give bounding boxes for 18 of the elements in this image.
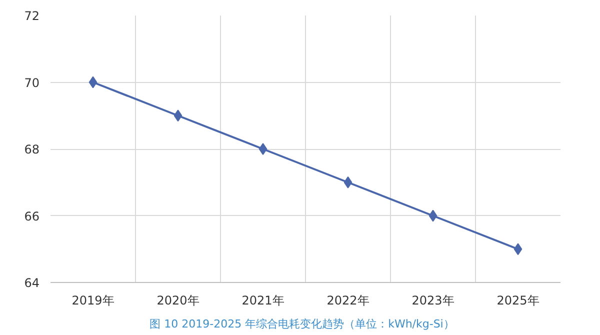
point xyxy=(514,243,522,256)
y-tick-label: 64 xyxy=(24,276,40,290)
x-tick-label: 2019年 xyxy=(72,294,114,308)
x-tick-label: 2022年 xyxy=(326,294,370,308)
point xyxy=(88,76,98,88)
x-tick-label: 2020年 xyxy=(156,294,200,308)
x-tick-label: 2025年 xyxy=(496,294,540,308)
y-tick-label: 66 xyxy=(24,209,40,224)
point xyxy=(428,210,438,222)
y-tick-label: 72 xyxy=(24,9,40,23)
point xyxy=(258,143,268,155)
point xyxy=(174,110,182,122)
point xyxy=(344,176,352,188)
y-tick-label: 68 xyxy=(24,142,40,156)
text: 图 10 2019-2025 年综合电耗变化趋势（单位：kWh/kg-Si） xyxy=(150,318,454,330)
x-tick-label: 2023年 xyxy=(412,294,454,308)
y-tick-label: 70 xyxy=(24,76,40,90)
x-tick-label: 2021年 xyxy=(242,294,284,308)
